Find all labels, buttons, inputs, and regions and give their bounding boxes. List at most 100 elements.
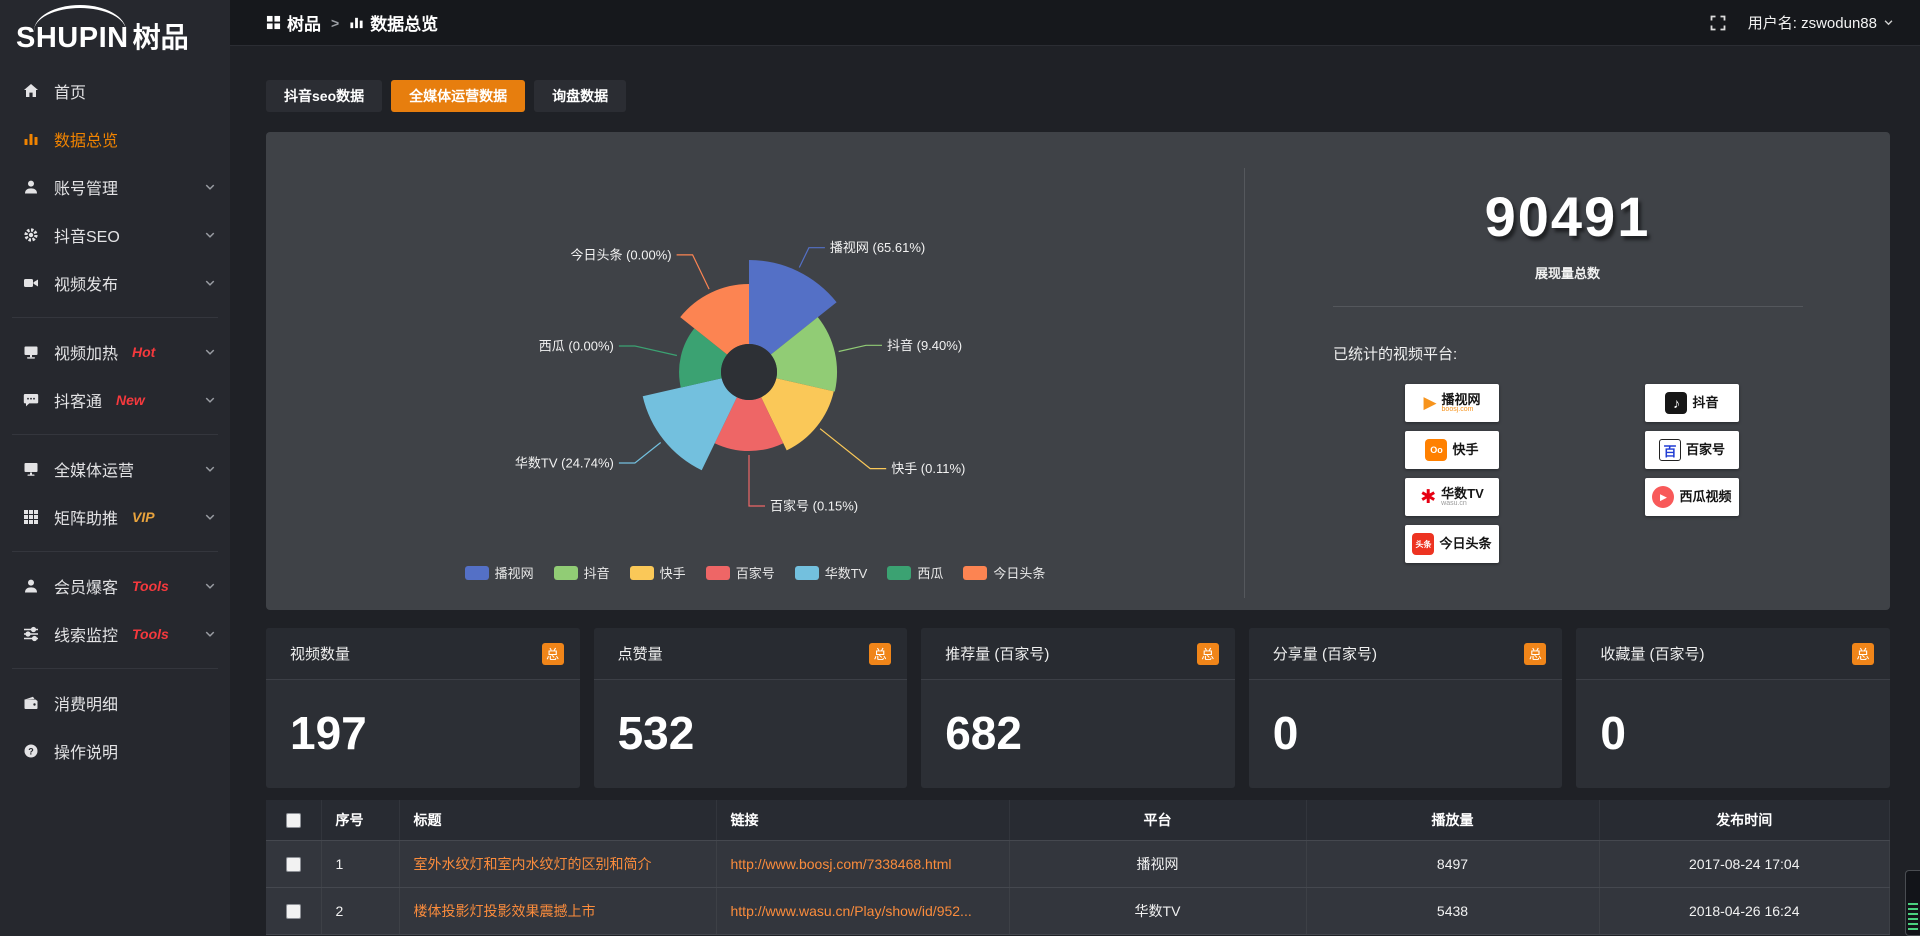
user-menu[interactable]: 用户名: zswodun88	[1748, 12, 1894, 33]
sidebar-item-全媒体运营[interactable]: 全媒体运营	[0, 445, 230, 493]
sidebar-item-操作说明[interactable]: ? 操作说明	[0, 727, 230, 775]
tab-询盘数据[interactable]: 询盘数据	[534, 80, 627, 112]
legend-label: 今日头条	[993, 566, 1046, 581]
stat-card-分享量 (百家号): 分享量 (百家号) 总 0	[1248, 628, 1563, 788]
sidebar-item-label: 数据总览	[54, 133, 119, 150]
platform-logo-icon: Oo	[1425, 439, 1448, 461]
video-title-link[interactable]: 楼体投影灯投影效果震撼上市	[413, 902, 596, 919]
app-logo[interactable]: SHUPIN 树品	[0, 0, 230, 63]
pie-label-抖音: 抖音 (9.40%)	[887, 338, 962, 353]
legend-item-播视网[interactable]: 播视网	[464, 563, 534, 582]
sidebar-item-账号管理[interactable]: 账号管理	[0, 163, 230, 211]
pie-slice-快手[interactable]	[761, 378, 834, 451]
sidebar-item-抖客通[interactable]: 抖客通 New	[0, 376, 230, 424]
grid-icon	[22, 508, 40, 526]
tab-抖音seo数据[interactable]: 抖音seo数据	[266, 80, 383, 112]
scroll-widget[interactable]	[1905, 870, 1920, 936]
sidebar-item-label: 消费明细	[54, 697, 119, 714]
row-plays-cell: 5438	[1306, 887, 1600, 935]
pie-slice-西瓜[interactable]	[679, 328, 728, 388]
logo-text-cn: 树品	[132, 22, 189, 53]
table-row: 1 室外水纹灯和室内水纹灯的区别和简介 http://www.boosj.com…	[266, 840, 1890, 888]
chevron-down-icon[interactable]	[204, 463, 216, 475]
platform-name: 抖音	[1692, 395, 1719, 411]
row-time-cell: 2017-08-24 17:04	[1599, 840, 1890, 888]
legend-item-快手[interactable]: 快手	[629, 563, 686, 582]
platform-badge-华数TV: ✱ 华数TV wasu.cn	[1405, 478, 1499, 516]
chart-bars-icon	[22, 130, 40, 148]
legend-label: 播视网	[494, 566, 534, 581]
sidebar-item-抖音SEO[interactable]: 抖音SEO	[0, 211, 230, 259]
legend-item-华数TV[interactable]: 华数TV	[794, 563, 867, 582]
row-link-cell: http://www.boosj.com/7338468.html	[716, 840, 1010, 888]
sidebar-divider	[12, 434, 218, 435]
username-label: 用户名: zswodun88	[1747, 15, 1877, 32]
fullscreen-icon[interactable]	[1710, 15, 1726, 31]
pie-slice-百家号[interactable]	[714, 397, 784, 452]
screen-icon	[22, 343, 40, 361]
chart-bars-icon	[349, 15, 364, 30]
sidebar-item-首页[interactable]: 首页	[0, 67, 230, 115]
platform-subtext: boosj.com	[1441, 406, 1474, 414]
sidebar-item-视频发布[interactable]: 视频发布	[0, 259, 230, 307]
breadcrumb-item-data-overview[interactable]: 数据总览	[349, 10, 438, 35]
pie-label-播视网: 播视网 (65.61%)	[830, 240, 925, 255]
sidebar-item-label: 全媒体运营	[54, 463, 135, 480]
stat-card-收藏量 (百家号): 收藏量 (百家号) 总 0	[1576, 628, 1890, 788]
videos-table: 序号 标题 链接 平台 播放量 发布时间 1 室外水纹灯和室内水纹灯的区别和简介 http…	[266, 800, 1890, 935]
video-title-link[interactable]: 室外水纹灯和室内水纹灯的区别和简介	[413, 855, 652, 872]
chevron-down-icon[interactable]	[204, 580, 216, 592]
sidebar-item-矩阵助推[interactable]: 矩阵助推 VIP	[0, 493, 230, 541]
chevron-down-icon[interactable]	[204, 394, 216, 406]
sidebar-item-数据总览[interactable]: 数据总览	[0, 115, 230, 163]
main-content: 抖音seo数据 全媒体运营数据 询盘数据 播视网 (65.61%) 抖音 (9.40%…	[230, 46, 1920, 935]
row-checkbox[interactable]	[285, 856, 301, 872]
pie-label-line-西瓜	[618, 345, 678, 357]
select-all-checkbox[interactable]	[285, 813, 301, 829]
chevron-down-icon[interactable]	[204, 628, 216, 640]
legend-item-今日头条[interactable]: 今日头条	[963, 563, 1045, 582]
pie-slice-华数TV[interactable]	[642, 378, 737, 471]
pie-label-line-播视网	[798, 247, 825, 268]
total-badge: 总	[541, 642, 564, 665]
chevron-down-icon[interactable]	[204, 229, 216, 241]
sidebar-item-会员爆客[interactable]: 会员爆客 Tools	[0, 562, 230, 610]
chevron-down-icon[interactable]	[204, 511, 216, 523]
logo-arc-decoration	[34, 5, 126, 31]
chevron-down-icon[interactable]	[204, 277, 216, 289]
pie-slice-今日头条[interactable]	[680, 284, 749, 355]
tab-全媒体运营数据[interactable]: 全媒体运营数据	[391, 80, 526, 112]
sidebar-item-label: 线索监控	[54, 628, 119, 645]
platform-logo-icon: 头条	[1412, 533, 1435, 555]
pie-slice-播视网[interactable]	[749, 260, 837, 355]
pie-slice-抖音[interactable]	[770, 317, 838, 392]
total-impressions-value: 90491	[1484, 185, 1651, 248]
sidebar-item-视频加热[interactable]: 视频加热 Hot	[0, 328, 230, 376]
legend-item-西瓜[interactable]: 西瓜	[887, 563, 943, 582]
video-url-link[interactable]: http://www.boosj.com/7338468.html	[730, 856, 952, 873]
pie-label-今日头条: 今日头条 (0.00%)	[570, 247, 671, 262]
topbar-right: 用户名: zswodun88	[1710, 12, 1894, 33]
legend-swatch	[553, 565, 578, 580]
video-url-link[interactable]: http://www.wasu.cn/Play/show/id/952...	[730, 903, 972, 920]
legend-label: 快手	[659, 566, 686, 581]
row-checkbox[interactable]	[285, 903, 301, 919]
sidebar-item-线索监控[interactable]: 线索监控 Tools	[0, 610, 230, 658]
breadcrumb: 树品 > 数据总览	[266, 10, 438, 35]
user-icon	[22, 178, 40, 196]
breadcrumb-item-shupin[interactable]: 树品	[266, 10, 321, 35]
summary-section: 90491 展现量总数 已统计的视频平台: ▶ 播视网 boosj.com Oo 快手 ✱…	[1245, 132, 1890, 610]
row-link-cell: http://www.wasu.cn/Play/show/id/952...	[716, 887, 1010, 935]
rose-pie-chart: 播视网 (65.61%) 抖音 (9.40%) 快手 (0.11%) 百家号 (0.1…	[266, 132, 1244, 610]
chevron-down-icon[interactable]	[204, 181, 216, 193]
platform-logo-icon: ✱	[1420, 486, 1437, 508]
stat-card-value: 682	[945, 707, 1022, 759]
stat-cards-row: 视频数量 总 197 点赞量 总 532 推荐量 (百家号) 总 682 分享量…	[266, 628, 1890, 788]
sidebar-divider	[12, 317, 218, 318]
legend-item-抖音[interactable]: 抖音	[553, 563, 610, 582]
sidebar-item-消费明细[interactable]: 消费明细	[0, 679, 230, 727]
chevron-down-icon[interactable]	[204, 346, 216, 358]
legend-item-百家号[interactable]: 百家号	[705, 563, 775, 582]
stat-card-label: 分享量 (百家号)	[1272, 646, 1377, 663]
sidebar-item-label: 首页	[54, 85, 87, 102]
